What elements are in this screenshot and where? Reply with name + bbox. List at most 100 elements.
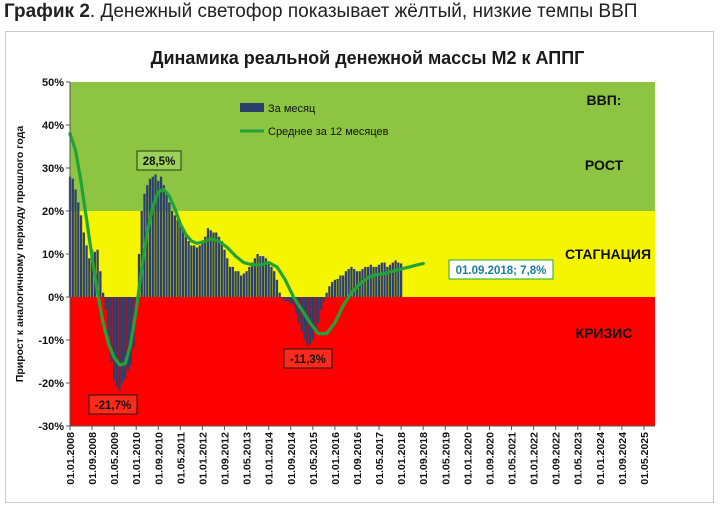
bar-month (303, 297, 306, 340)
bar-month (148, 178, 152, 297)
bar-month (325, 292, 328, 297)
bar-month (267, 262, 270, 297)
bar-month (284, 297, 287, 302)
bar-month (74, 189, 77, 297)
annotation-trough-2015: -11,3% (290, 354, 326, 366)
chart-title: Динамика реальной денежной массы М2 к АП… (151, 48, 585, 68)
y-tick-label: 10% (42, 249, 64, 261)
x-tick-label: 01.01.2020 (462, 432, 474, 485)
bar-month (129, 297, 132, 366)
bar-month (159, 176, 163, 297)
bar-month (170, 211, 174, 297)
legend: За месяц Среднее за 12 месяцев (240, 103, 389, 138)
bar-month (85, 245, 88, 297)
y-tick-label: -10% (38, 335, 64, 347)
bar-month (328, 286, 331, 297)
axes: -30% -20% -10% 0% 10% 20% 30% 40% 50% Прирост к а… (14, 77, 655, 485)
bar-month (140, 211, 143, 297)
bar-month (355, 271, 359, 297)
bar-month (278, 292, 281, 297)
bar-month (151, 176, 154, 297)
y-tick-label: 40% (42, 120, 64, 132)
bar-month (82, 232, 85, 297)
bar-month (397, 262, 400, 297)
bar-month (399, 263, 403, 297)
bar-month (289, 297, 292, 304)
x-tick-label: 01.05.2025 (639, 432, 651, 485)
figure-caption: График 2. Денежный светофор показывает ж… (4, 1, 637, 23)
bar-month (193, 245, 196, 297)
bar-month (311, 297, 314, 340)
bar-month (353, 269, 356, 297)
bar-month (317, 297, 320, 323)
bar-month (168, 202, 171, 297)
bar-month (176, 219, 179, 297)
bar-month (209, 230, 212, 297)
annotation-latest-box (448, 259, 554, 280)
x-tick-label: 01.05.2017 (374, 432, 386, 485)
zone-label-growth: РОСТ (585, 157, 624, 173)
bar-month (281, 297, 284, 300)
annotation-trough-2009: -21,7% (95, 400, 131, 412)
bar-month (99, 271, 102, 297)
bar-month (256, 254, 259, 297)
caption-text: . Денежный светофор показывает жёлтый, н… (89, 1, 638, 22)
bar-month (295, 297, 298, 315)
bar-month (297, 297, 301, 323)
bar-month (201, 241, 204, 297)
legend-label-bars: За месяц (268, 103, 316, 115)
bar-month (204, 236, 207, 297)
bar-month (223, 249, 226, 297)
bar-month (137, 254, 141, 297)
bar-month (162, 185, 165, 297)
bar-month (322, 297, 325, 302)
y-tick-label: 20% (42, 206, 64, 218)
x-tick-label: 01.01.2024 (595, 432, 607, 485)
bar-month (234, 271, 237, 297)
x-tick-label: 01.09.2012 (220, 432, 232, 485)
bar-month (336, 278, 339, 297)
bar-month (124, 297, 127, 379)
bar-month (226, 258, 229, 297)
bar-month (394, 260, 397, 297)
y-tick-label: 50% (42, 77, 64, 89)
bar-month (173, 215, 176, 297)
bar-month (198, 245, 201, 297)
bar-month (259, 256, 262, 297)
zone-growth (70, 82, 655, 211)
x-tick-label: 01.09.2018 (418, 432, 430, 485)
x-tick-label: 01.01.2014 (264, 432, 276, 485)
x-tick-label: 01.09.2022 (551, 432, 563, 485)
annotation-trough-2015-box (283, 348, 333, 369)
bar-month (372, 266, 375, 297)
annotation-peak-box (136, 150, 182, 171)
bar-month (237, 271, 240, 297)
x-tick-label: 01.05.2019 (440, 432, 452, 485)
bar-month (101, 292, 105, 297)
bar-month (262, 256, 265, 297)
bar-month (126, 297, 130, 371)
zone-crisis (70, 297, 655, 426)
x-tick-label: 01.01.2016 (330, 432, 342, 485)
legend-label-line: Среднее за 12 месяцев (268, 126, 389, 138)
bar-month (96, 249, 99, 297)
x-tick-label: 01.05.2013 (242, 432, 254, 485)
bar-month (383, 262, 386, 297)
bar-month (118, 297, 121, 391)
bar-month (165, 193, 168, 297)
average-line-layer (68, 132, 425, 367)
y-axis-label: Прирост к аналогичному периоду прошлого … (14, 126, 26, 383)
bar-month (300, 297, 303, 332)
bar-month (110, 297, 113, 362)
x-tick-label: 01.01.2008 (65, 432, 77, 485)
x-tick-label: 01.05.2011 (175, 432, 187, 484)
bar-month (342, 275, 345, 297)
bar-month (77, 202, 80, 297)
bar-month (369, 264, 372, 297)
x-tick-label: 01.01.2010 (131, 432, 143, 485)
bar-month (292, 297, 295, 306)
bar-month (154, 174, 157, 297)
zone-label-crisis: КРИЗИС (576, 325, 633, 341)
bar-month (375, 266, 378, 297)
bar-month (314, 297, 317, 332)
